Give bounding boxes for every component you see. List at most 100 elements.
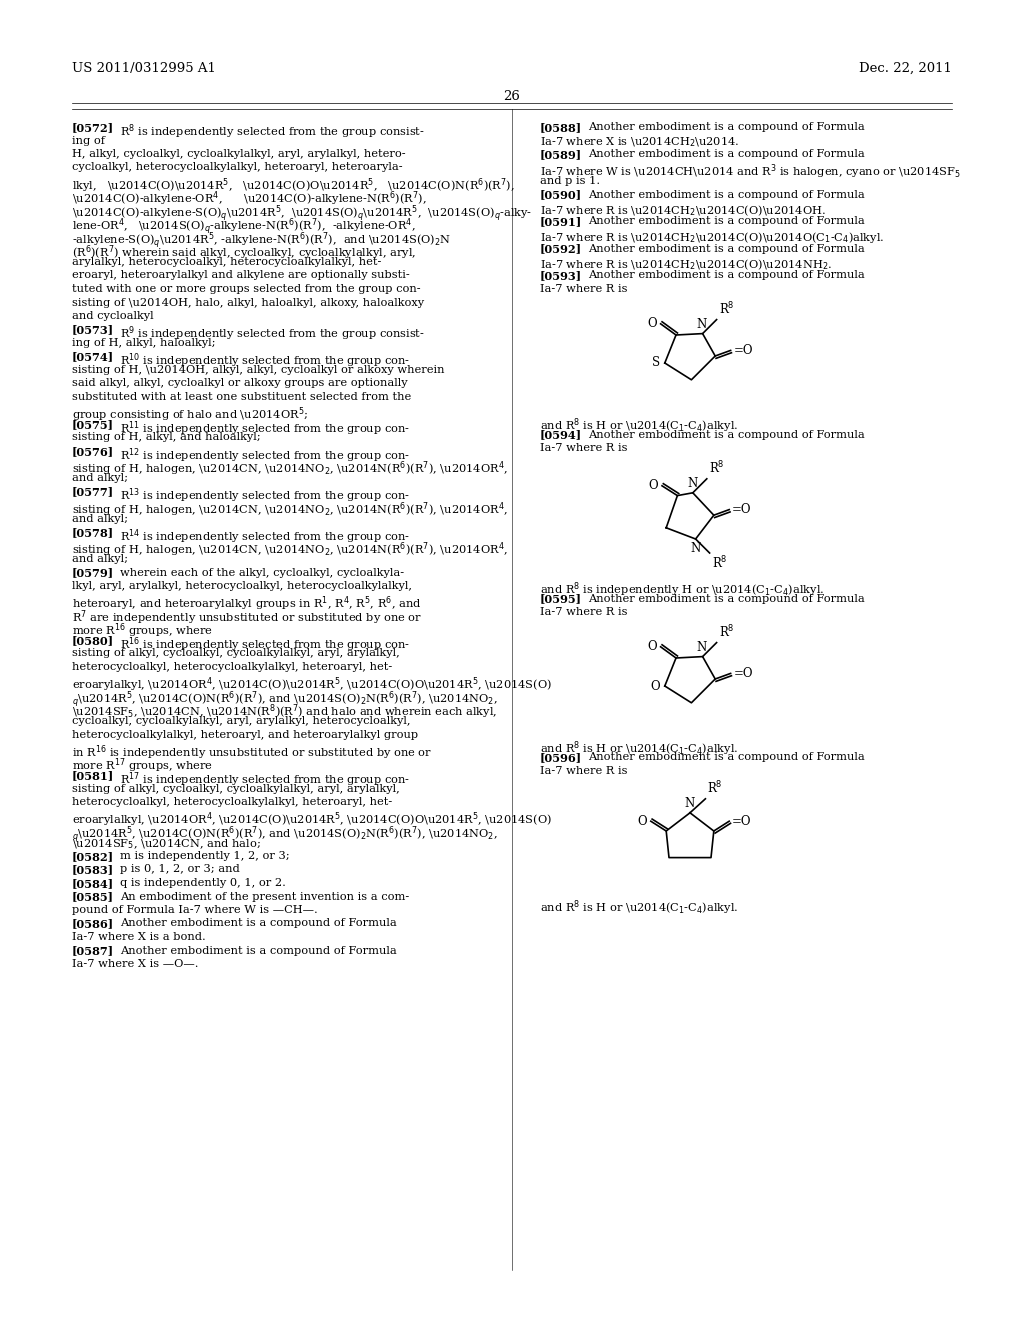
Text: in R$^{16}$ is independently unsubstituted or substituted by one or: in R$^{16}$ is independently unsubstitut… — [72, 743, 432, 762]
Text: [0573]: [0573] — [72, 325, 114, 335]
Text: and p is 1.: and p is 1. — [540, 176, 600, 186]
Text: [0575]: [0575] — [72, 418, 114, 430]
Text: Ia-7 where R is: Ia-7 where R is — [540, 766, 628, 776]
Text: H, alkyl, cycloalkyl, cycloalkylalkyl, aryl, arylalkyl, hetero-: H, alkyl, cycloalkyl, cycloalkylalkyl, a… — [72, 149, 406, 158]
Text: and R$^8$ is H or \u2014(C$_1$-C$_4$)alkyl.: and R$^8$ is H or \u2014(C$_1$-C$_4$)alk… — [540, 898, 738, 916]
Text: =O: =O — [732, 503, 752, 516]
Text: Ia-7 where W is \u2014CH\u2014 and R$^3$ is halogen, cyano or \u2014SF$_5$: Ia-7 where W is \u2014CH\u2014 and R$^3$… — [540, 162, 961, 181]
Text: R$^9$ is independently selected from the group consist-: R$^9$ is independently selected from the… — [120, 325, 425, 343]
Text: Ia-7 where X is a bond.: Ia-7 where X is a bond. — [72, 932, 206, 942]
Text: O: O — [637, 814, 647, 828]
Text: said alkyl, alkyl, cycloalkyl or alkoxy groups are optionally: said alkyl, alkyl, cycloalkyl or alkoxy … — [72, 379, 408, 388]
Text: eroaryl, heteroarylalkyl and alkylene are optionally substi-: eroaryl, heteroarylalkyl and alkylene ar… — [72, 271, 410, 281]
Text: [0581]: [0581] — [72, 770, 115, 781]
Text: $_q$\u2014R$^5$, \u2014C(O)N(R$^6$)(R$^7$), and \u2014S(O)$_2$N(R$^6$)(R$^7$), \: $_q$\u2014R$^5$, \u2014C(O)N(R$^6$)(R$^7… — [72, 824, 498, 845]
Text: R$^{12}$ is independently selected from the group con-: R$^{12}$ is independently selected from … — [120, 446, 410, 465]
Text: group consisting of halo and \u2014OR$^5$;: group consisting of halo and \u2014OR$^5… — [72, 405, 308, 424]
Text: R$^8$: R$^8$ — [719, 301, 734, 318]
Text: ing of H, alkyl, haloalkyl;: ing of H, alkyl, haloalkyl; — [72, 338, 215, 348]
Text: R$^{16}$ is independently selected from the group con-: R$^{16}$ is independently selected from … — [120, 635, 410, 653]
Text: sisting of H, alkyl, and haloalkyl;: sisting of H, alkyl, and haloalkyl; — [72, 433, 261, 442]
Text: cycloalkyl, heterocycloalkylalkyl, heteroaryl, heteroaryla-: cycloalkyl, heterocycloalkylalkyl, heter… — [72, 162, 402, 173]
Text: Another embodiment is a compound of Formula: Another embodiment is a compound of Form… — [120, 945, 396, 956]
Text: Another embodiment is a compound of Formula: Another embodiment is a compound of Form… — [588, 149, 864, 158]
Text: and R$^8$ is H or \u2014(C$_1$-C$_4$)alkyl.: and R$^8$ is H or \u2014(C$_1$-C$_4$)alk… — [540, 739, 738, 758]
Text: and cycloalkyl: and cycloalkyl — [72, 312, 154, 321]
Text: N: N — [688, 477, 698, 490]
Text: R$^{14}$ is independently selected from the group con-: R$^{14}$ is independently selected from … — [120, 527, 410, 545]
Text: eroarylalkyl, \u2014OR$^4$, \u2014C(O)\u2014R$^5$, \u2014C(O)O\u2014R$^5$, \u201: eroarylalkyl, \u2014OR$^4$, \u2014C(O)\u… — [72, 676, 552, 694]
Text: O: O — [647, 317, 656, 330]
Text: [0586]: [0586] — [72, 919, 114, 929]
Text: Another embodiment is a compound of Formula: Another embodiment is a compound of Form… — [588, 271, 864, 281]
Text: \u2014C(O)-alkylene-S(O)$_q$\u2014R$^5$,  \u2014S(O)$_q$\u2014R$^5$,  \u2014S(O): \u2014C(O)-alkylene-S(O)$_q$\u2014R$^5$,… — [72, 203, 532, 224]
Text: [0579]: [0579] — [72, 568, 114, 578]
Text: R$^8$ is independently selected from the group consist-: R$^8$ is independently selected from the… — [120, 121, 425, 141]
Text: O: O — [648, 479, 658, 492]
Text: R$^{10}$ is independently selected from the group con-: R$^{10}$ is independently selected from … — [120, 351, 410, 370]
Text: Another embodiment is a compound of Formula: Another embodiment is a compound of Form… — [588, 243, 864, 253]
Text: [0584]: [0584] — [72, 878, 114, 888]
Text: sisting of alkyl, cycloalkyl, cycloalkylalkyl, aryl, arylalkyl,: sisting of alkyl, cycloalkyl, cycloalkyl… — [72, 648, 399, 659]
Text: (R$^6$)(R$^7$) wherein said alkyl, cycloalkyl, cycloalkylalkyl, aryl,: (R$^6$)(R$^7$) wherein said alkyl, cyclo… — [72, 243, 417, 263]
Text: lkyl, aryl, arylalkyl, heterocycloalkyl, heterocycloalkylalkyl,: lkyl, aryl, arylalkyl, heterocycloalkyl,… — [72, 581, 412, 591]
Text: \u2014SF$_5$, \u2014CN, \u2014N(R$^8$)(R$^7$) and halo and wherein each alkyl,: \u2014SF$_5$, \u2014CN, \u2014N(R$^8$)(R… — [72, 702, 498, 721]
Text: Ia-7 where R is \u2014CH$_2$\u2014C(O)\u2014OH.: Ia-7 where R is \u2014CH$_2$\u2014C(O)\u… — [540, 203, 826, 218]
Text: [0596]: [0596] — [540, 752, 582, 763]
Text: cycloalkyl, cycloalkylalkyl, aryl, arylalkyl, heterocycloalkyl,: cycloalkyl, cycloalkylalkyl, aryl, aryla… — [72, 715, 411, 726]
Text: N: N — [696, 640, 707, 653]
Text: heteroaryl, and heteroarylalkyl groups in R$^1$, R$^4$, R$^5$, R$^6$, and: heteroaryl, and heteroarylalkyl groups i… — [72, 594, 422, 612]
Text: R$^8$: R$^8$ — [709, 461, 724, 477]
Text: [0593]: [0593] — [540, 271, 582, 281]
Text: sisting of alkyl, cycloalkyl, cycloalkylalkyl, aryl, arylalkyl,: sisting of alkyl, cycloalkyl, cycloalkyl… — [72, 784, 399, 793]
Text: An embodiment of the present invention is a com-: An embodiment of the present invention i… — [120, 891, 410, 902]
Text: sisting of H, halogen, \u2014CN, \u2014NO$_2$, \u2014N(R$^6$)(R$^7$), \u2014OR$^: sisting of H, halogen, \u2014CN, \u2014N… — [72, 540, 508, 560]
Text: R$^7$ are independently unsubstituted or substituted by one or: R$^7$ are independently unsubstituted or… — [72, 609, 422, 627]
Text: [0585]: [0585] — [72, 891, 114, 903]
Text: [0577]: [0577] — [72, 487, 114, 498]
Text: sisting of H, halogen, \u2014CN, \u2014NO$_2$, \u2014N(R$^6$)(R$^7$), \u2014OR$^: sisting of H, halogen, \u2014CN, \u2014N… — [72, 500, 508, 519]
Text: q is independently 0, 1, or 2.: q is independently 0, 1, or 2. — [120, 878, 286, 888]
Text: [0583]: [0583] — [72, 865, 114, 875]
Text: N: N — [696, 318, 707, 330]
Text: lkyl,   \u2014C(O)\u2014R$^5$,   \u2014C(O)O\u2014R$^5$,   \u2014C(O)N(R$^6$)(R$: lkyl, \u2014C(O)\u2014R$^5$, \u2014C(O)O… — [72, 176, 515, 194]
Text: p is 0, 1, 2, or 3; and: p is 0, 1, 2, or 3; and — [120, 865, 240, 874]
Text: [0592]: [0592] — [540, 243, 582, 255]
Text: Another embodiment is a compound of Formula: Another embodiment is a compound of Form… — [588, 121, 864, 132]
Text: Ia-7 where X is —O—.: Ia-7 where X is —O—. — [72, 960, 199, 969]
Text: [0582]: [0582] — [72, 851, 114, 862]
Text: and R$^8$ is H or \u2014(C$_1$-C$_4$)alkyl.: and R$^8$ is H or \u2014(C$_1$-C$_4$)alk… — [540, 416, 738, 434]
Text: arylalkyl, heterocycloalkyl, heterocycloalkylalkyl, het-: arylalkyl, heterocycloalkyl, heterocyclo… — [72, 257, 381, 267]
Text: Ia-7 where R is \u2014CH$_2$\u2014C(O)\u2014O(C$_1$-C$_4$)alkyl.: Ia-7 where R is \u2014CH$_2$\u2014C(O)\u… — [540, 230, 885, 246]
Text: and alkyl;: and alkyl; — [72, 473, 128, 483]
Text: [0578]: [0578] — [72, 527, 114, 539]
Text: [0580]: [0580] — [72, 635, 114, 645]
Text: m is independently 1, 2, or 3;: m is independently 1, 2, or 3; — [120, 851, 290, 861]
Text: [0591]: [0591] — [540, 216, 583, 227]
Text: more R$^{16}$ groups, where: more R$^{16}$ groups, where — [72, 622, 213, 640]
Text: US 2011/0312995 A1: US 2011/0312995 A1 — [72, 62, 216, 75]
Text: Ia-7 where R is: Ia-7 where R is — [540, 607, 628, 616]
Text: [0594]: [0594] — [540, 429, 582, 441]
Text: -alkylene-S(O)$_q$\u2014R$^5$, -alkylene-N(R$^6$)(R$^7$),  and \u2014S(O)$_2$N: -alkylene-S(O)$_q$\u2014R$^5$, -alkylene… — [72, 230, 452, 251]
Text: substituted with at least one substituent selected from the: substituted with at least one substituen… — [72, 392, 412, 403]
Text: heterocycloalkyl, heterocycloalkylalkyl, heteroaryl, het-: heterocycloalkyl, heterocycloalkylalkyl,… — [72, 797, 392, 807]
Text: R$^8$: R$^8$ — [719, 624, 734, 640]
Text: Another embodiment is a compound of Formula: Another embodiment is a compound of Form… — [588, 752, 864, 763]
Text: =O: =O — [733, 667, 753, 680]
Text: R$^8$: R$^8$ — [712, 554, 727, 572]
Text: 26: 26 — [504, 90, 520, 103]
Text: and R$^8$ is independently H or \u2014(C$_1$-C$_4$)alkyl.: and R$^8$ is independently H or \u2014(C… — [540, 579, 824, 598]
Text: Dec. 22, 2011: Dec. 22, 2011 — [859, 62, 952, 75]
Text: sisting of \u2014OH, halo, alkyl, haloalkyl, alkoxy, haloalkoxy: sisting of \u2014OH, halo, alkyl, haloal… — [72, 297, 424, 308]
Text: sisting of H, halogen, \u2014CN, \u2014NO$_2$, \u2014N(R$^6$)(R$^7$), \u2014OR$^: sisting of H, halogen, \u2014CN, \u2014N… — [72, 459, 508, 478]
Text: sisting of H, \u2014OH, alkyl, alkyl, cycloalkyl or alkoxy wherein: sisting of H, \u2014OH, alkyl, alkyl, cy… — [72, 366, 444, 375]
Text: $_q$\u2014R$^5$, \u2014C(O)N(R$^6$)(R$^7$), and \u2014S(O)$_2$N(R$^6$)(R$^7$), \: $_q$\u2014R$^5$, \u2014C(O)N(R$^6$)(R$^7… — [72, 689, 498, 710]
Text: pound of Formula Ia-7 where W is —CH—.: pound of Formula Ia-7 where W is —CH—. — [72, 906, 317, 915]
Text: N: N — [690, 543, 700, 554]
Text: more R$^{17}$ groups, where: more R$^{17}$ groups, where — [72, 756, 213, 775]
Text: [0572]: [0572] — [72, 121, 114, 133]
Text: tuted with one or more groups selected from the group con-: tuted with one or more groups selected f… — [72, 284, 421, 294]
Text: Ia-7 where R is: Ia-7 where R is — [540, 444, 628, 453]
Text: [0589]: [0589] — [540, 149, 582, 160]
